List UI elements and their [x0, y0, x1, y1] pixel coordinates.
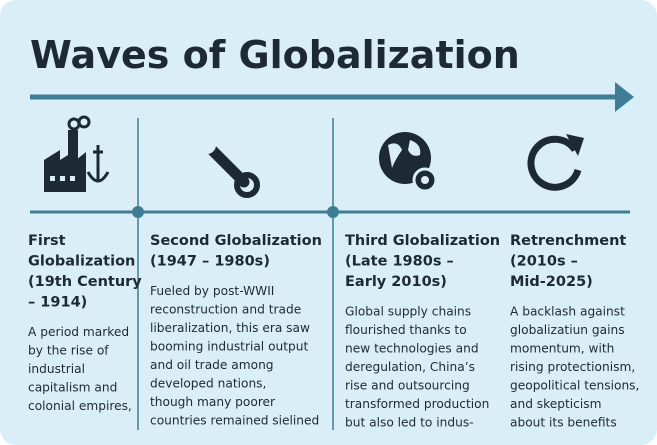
- column-body: and oil trade among: [150, 358, 274, 372]
- column-heading: Retrenchment: [510, 233, 626, 249]
- wrench-icon: [198, 136, 260, 198]
- column-body: about its benefits: [510, 416, 617, 430]
- column-body: colonial empires,: [28, 399, 132, 413]
- column-heading: Mid-2025): [510, 274, 593, 290]
- column-body: transformed production: [345, 397, 489, 411]
- column-body: Fueled by post-WWII: [150, 284, 274, 298]
- column-body: rising protectionism,: [510, 360, 635, 374]
- column-heading: – 1914): [28, 295, 87, 311]
- column-heading: (19th Century: [28, 274, 142, 290]
- column-body: Global supply chains: [345, 305, 471, 319]
- arrow-head: [615, 82, 634, 112]
- column-body: booming industrial output: [150, 340, 308, 354]
- column-body: liberalization, this era saw: [150, 321, 310, 335]
- timeline-dot: [132, 206, 144, 218]
- column-heading: (1947 – 1980s): [150, 254, 270, 270]
- factory-icon: [44, 115, 110, 192]
- globe-icon: [379, 132, 438, 193]
- column-heading: (Late 1980s –: [345, 254, 454, 270]
- column-body: developed nations,: [150, 377, 266, 391]
- column-body: A period marked: [28, 325, 129, 339]
- column-body: industrial: [28, 362, 85, 376]
- column-body: new technologies and: [345, 342, 479, 356]
- column-body: geopolitical tensions,: [510, 379, 639, 393]
- column-body: though many poorer: [150, 395, 276, 409]
- column-body: countries remained sielined: [150, 414, 319, 428]
- column-heading: Third Globalization: [345, 233, 500, 249]
- column-heading: (2010s –: [510, 254, 578, 270]
- refresh-icon: [527, 134, 584, 191]
- column-body: by the rise of: [28, 344, 109, 358]
- timeline-dot: [327, 206, 339, 218]
- column-body: globalizatiun gains: [510, 323, 625, 337]
- title: Waves of Globalization: [30, 33, 520, 77]
- column-heading: Globalization: [28, 254, 135, 270]
- column-heading: First: [28, 233, 66, 249]
- column-body: and skepticism: [510, 397, 601, 411]
- column-heading: Early 2010s): [345, 274, 447, 290]
- column-body: A backlash against: [510, 305, 625, 319]
- column-body: rise and outsourcing: [345, 379, 470, 393]
- column-body: capitalism and: [28, 381, 117, 395]
- column-body: deregulation, China’s: [345, 360, 475, 374]
- column-body: flourished thanks to: [345, 323, 467, 337]
- column-body: reconstruction and trade: [150, 303, 301, 317]
- column-body: but also led to indus-: [345, 416, 474, 430]
- column-body: momentum, with: [510, 342, 614, 356]
- column-heading: Second Globalization: [150, 233, 322, 249]
